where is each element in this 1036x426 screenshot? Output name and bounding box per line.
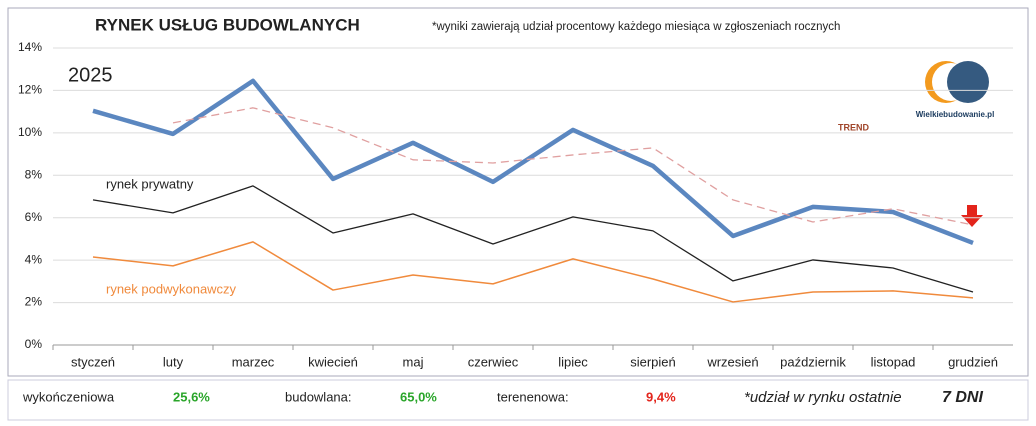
x-tick-label: sierpień [630,354,676,369]
y-tick-label: 6% [25,210,43,224]
chart-frame [7,7,1029,377]
footer-label: terenenowa: [497,389,569,404]
series-line [92,78,974,246]
chart-subtitle: *wyniki zawierają udział procentowy każd… [432,21,840,33]
down-arrow [961,205,983,227]
x-tick-label: grudzień [948,354,998,369]
y-tick-label: 0% [25,337,43,351]
footer-value: 9,4% [646,389,676,404]
y-tick-label: 12% [18,83,42,97]
year-label: 2025 [68,64,113,86]
x-tick-label: wrzesień [706,354,758,369]
footer-value: 65,0% [400,389,437,404]
footer-frame [7,379,1029,421]
footer-note: *udział w rynku ostatnie [744,389,902,406]
series-line [92,241,974,303]
logo: Wielkiebudowanie.pl [916,61,995,119]
x-tick-label: marzec [232,354,275,369]
x-tick-label: styczeń [71,354,115,369]
footer-value: 25,6% [173,389,210,404]
series-label: rynek prywatny [106,176,194,191]
x-tick-label: czerwiec [468,354,519,369]
y-tick-label: 4% [25,252,43,266]
logo-text: Wielkiebudowanie.pl [916,110,995,119]
footer-label: budowlana: [285,389,352,404]
x-tick-label: lipiec [558,354,588,369]
y-tick-label: 14% [18,40,42,54]
series-label: rynek podwykonawczy [106,281,237,296]
logo-circle [947,61,989,103]
x-tick-label: luty [163,354,184,369]
series-label: TREND [838,122,869,132]
x-tick-label: listopad [871,354,916,369]
footer-label: wykończeniowa [22,389,115,404]
x-tick-label: kwiecień [308,354,358,369]
series-line [172,107,974,226]
y-tick-label: 2% [25,295,43,309]
chart-title: RYNEK USŁUG BUDOWLANYCH [95,15,360,34]
x-tick-label: październik [780,354,846,369]
series-line [92,185,974,293]
y-tick-label: 8% [25,167,43,181]
y-tick-label: 10% [18,125,42,139]
footer-note-strong: 7 DNI [942,389,983,406]
x-tick-label: maj [403,354,424,369]
